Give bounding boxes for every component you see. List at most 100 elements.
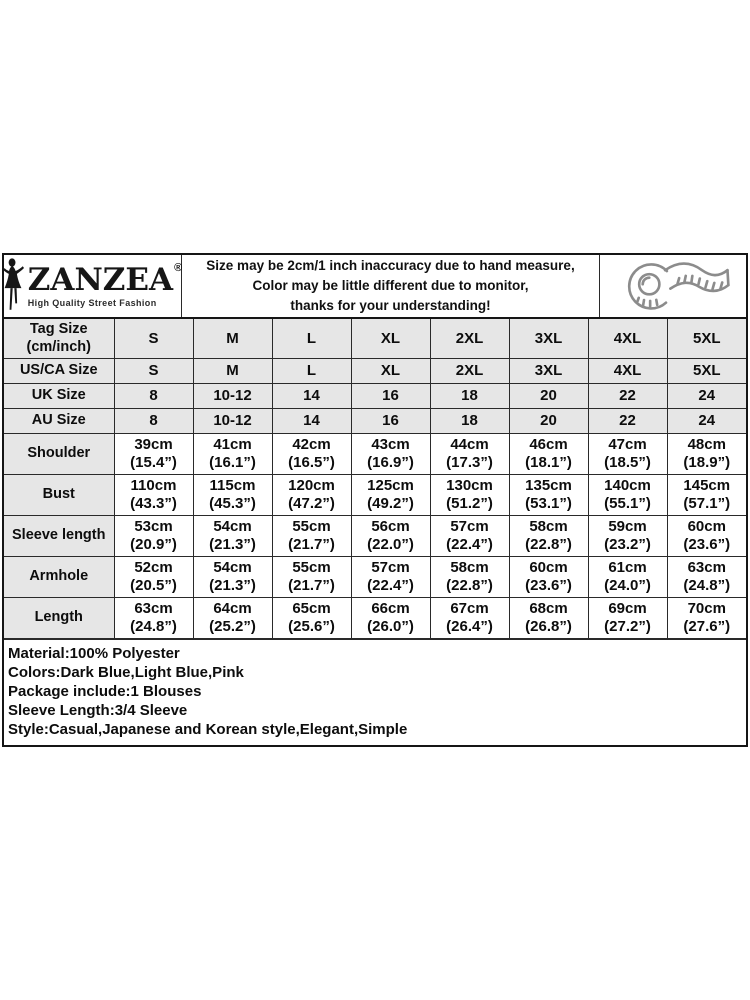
size-cell: 47cm (18.5”)	[587, 432, 668, 475]
header: ZANZEA ® High Quality Street Fashion Siz…	[3, 255, 746, 320]
registered-trademark-symbol: ®	[174, 261, 183, 274]
size-cell: XL	[350, 357, 431, 384]
size-cell: S	[113, 319, 194, 359]
info-line-material: Material:100% Polyester	[8, 644, 180, 662]
size-cell: 22	[587, 407, 668, 434]
measuring-tape-icon	[627, 262, 730, 310]
size-cell: 3XL	[508, 319, 589, 359]
size-cell: 5XL	[666, 319, 746, 359]
size-cell: M	[192, 357, 273, 384]
size-cell: 5XL	[666, 357, 746, 384]
measurement-notice: Size may be 2cm/1 inch inaccuracy due to…	[182, 255, 600, 318]
size-table-row: US/CA Size S M L XL 2XL 3XL 4XL 5XL	[4, 357, 746, 384]
size-cell: 64cm (25.2”)	[192, 596, 273, 639]
size-cell: 18	[429, 382, 510, 409]
size-cell: 145cm (57.1”)	[666, 473, 746, 516]
size-cell: 16	[350, 407, 431, 434]
size-cell: 61cm (24.0”)	[587, 555, 668, 598]
size-cell: 110cm (43.3”)	[113, 473, 194, 516]
row-label: Sleeve length	[4, 514, 115, 557]
row-label: Armhole	[4, 555, 115, 598]
size-table-row: Length 63cm (24.8”) 64cm (25.2”) 65cm (25.6…	[4, 596, 746, 639]
size-cell: 67cm (26.4”)	[429, 596, 510, 639]
row-label: Shoulder	[4, 432, 115, 475]
size-cell: 2XL	[429, 357, 510, 384]
size-table-row: UK Size 8 10-12 14 16 18 20 22 24	[4, 382, 746, 409]
row-label: AU Size	[4, 407, 115, 434]
size-cell: 20	[508, 382, 589, 409]
info-line-sleeve-length: Sleeve Length:3/4 Sleeve	[8, 701, 188, 719]
size-cell: 58cm (22.8”)	[508, 514, 589, 557]
size-cell: 18	[429, 407, 510, 434]
size-cell: 58cm (22.8”)	[429, 555, 510, 598]
brand-logo: ZANZEA ® High Quality Street Fashion	[3, 255, 183, 318]
size-cell: 69cm (27.2”)	[587, 596, 668, 639]
size-cell: 60cm (23.6”)	[666, 514, 746, 557]
size-cell: 57cm (22.4”)	[429, 514, 510, 557]
row-label: UK Size	[4, 382, 115, 409]
size-cell: 125cm (49.2”)	[350, 473, 431, 516]
row-label: Tag Size (cm/inch)	[4, 319, 115, 359]
size-chart-sheet: ZANZEA ® High Quality Street Fashion Siz…	[2, 253, 748, 747]
size-cell: L	[271, 319, 352, 359]
size-cell: 43cm (16.9”)	[350, 432, 431, 475]
size-cell: 135cm (53.1”)	[508, 473, 589, 516]
size-cell: 63cm (24.8”)	[666, 555, 746, 598]
size-cell: 53cm (20.9”)	[113, 514, 194, 557]
size-cell: 56cm (22.0”)	[350, 514, 431, 557]
info-line-package: Package include:1 Blouses	[8, 682, 202, 700]
size-cell: 68cm (26.8”)	[508, 596, 589, 639]
size-cell: 24	[666, 382, 746, 409]
size-cell: 8	[113, 382, 194, 409]
size-table-row: Tag Size (cm/inch) S M L XL 2XL 3XL 4XL 5XL	[4, 319, 746, 359]
notice-line-3: thanks for your understanding!	[290, 298, 491, 314]
size-cell: 59cm (23.2”)	[587, 514, 668, 557]
size-cell: 16	[350, 382, 431, 409]
size-cell: 4XL	[587, 319, 668, 359]
row-label: US/CA Size	[4, 357, 115, 384]
brand-name: ZANZEA	[27, 261, 174, 298]
size-table-row: Armhole 52cm (20.5”) 54cm (21.3”) 55cm (21.…	[4, 555, 746, 598]
brand-tagline: High Quality Street Fashion	[27, 297, 157, 308]
size-cell: 4XL	[587, 357, 668, 384]
size-table-row: Bust 110cm (43.3”) 115cm (45.3”) 120cm (47.…	[4, 473, 746, 516]
row-label: Length	[4, 596, 115, 639]
size-cell: 14	[271, 382, 352, 409]
size-cell: 55cm (21.7”)	[271, 555, 352, 598]
size-cell: 22	[587, 382, 668, 409]
size-cell: 130cm (51.2”)	[429, 473, 510, 516]
size-cell: 52cm (20.5”)	[113, 555, 194, 598]
size-table-row: AU Size 8 10-12 14 16 18 20 22 24	[4, 407, 746, 434]
size-cell: 65cm (25.6”)	[271, 596, 352, 639]
size-cell: M	[192, 319, 273, 359]
size-cell: 57cm (22.4”)	[350, 555, 431, 598]
size-cell: 63cm (24.8”)	[113, 596, 194, 639]
size-cell: 10-12	[192, 407, 273, 434]
brand-wordmark: ZANZEA ® High Quality Street Fashion	[27, 261, 183, 308]
size-cell: 60cm (23.6”)	[508, 555, 589, 598]
size-cell: 2XL	[429, 319, 510, 359]
size-cell: XL	[350, 319, 431, 359]
notice-line-1: Size may be 2cm/1 inch inaccuracy due to…	[206, 258, 575, 274]
size-cell: 41cm (16.1”)	[192, 432, 273, 475]
size-cell: 70cm (27.6”)	[666, 596, 746, 639]
size-cell: 42cm (16.5”)	[271, 432, 352, 475]
size-cell: 54cm (21.3”)	[192, 514, 273, 557]
size-cell: 140cm (55.1”)	[587, 473, 668, 516]
size-cell: 20	[508, 407, 589, 434]
size-cell: 39cm (15.4”)	[113, 432, 194, 475]
size-cell: 120cm (47.2”)	[271, 473, 352, 516]
size-table-row: Shoulder 39cm (15.4”) 41cm (16.1”) 42cm (16…	[4, 432, 746, 475]
size-cell: 66cm (26.0”)	[350, 596, 431, 639]
size-cell: 55cm (21.7”)	[271, 514, 352, 557]
size-cell: 24	[666, 407, 746, 434]
size-cell: 54cm (21.3”)	[192, 555, 273, 598]
size-cell: 3XL	[508, 357, 589, 384]
tape-icon-cell	[600, 255, 746, 317]
size-cell: 14	[271, 407, 352, 434]
size-cell: S	[113, 357, 194, 384]
size-table-row: Sleeve length 53cm (20.9”) 54cm (21.3”) 55c…	[4, 514, 746, 557]
product-info: Material:100% Polyester Colors:Dark Blue…	[4, 638, 746, 745]
size-cell: 48cm (18.9”)	[666, 432, 746, 475]
